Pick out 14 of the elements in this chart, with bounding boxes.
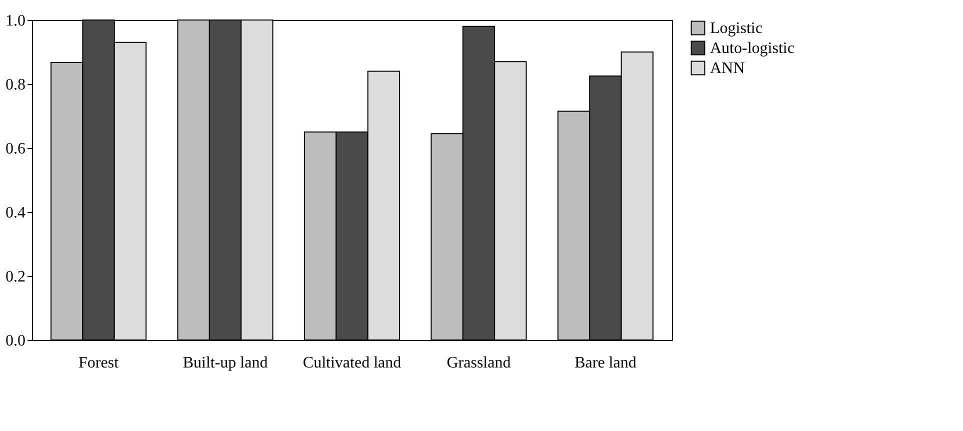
y-tick-label: 0.6: [6, 140, 26, 158]
y-tick-label: 1.0: [6, 12, 26, 30]
legend-label: Auto-logistic: [710, 40, 794, 57]
y-tick-label: 0.0: [6, 332, 26, 350]
x-tick-label: Built-up land: [182, 354, 268, 372]
y-tick-label: 0.2: [6, 268, 26, 286]
legend-label: ANN: [710, 60, 746, 77]
x-tick-label: Grassland: [446, 354, 511, 372]
y-tick-label: 0.8: [6, 76, 26, 94]
legend-label: Logistic: [710, 20, 762, 37]
y-tick-label: 0.4: [6, 204, 26, 222]
x-tick-label: Forest: [78, 354, 120, 372]
x-tick-label: Bare land: [574, 354, 636, 372]
x-tick-label: Cultivated land: [302, 354, 402, 372]
